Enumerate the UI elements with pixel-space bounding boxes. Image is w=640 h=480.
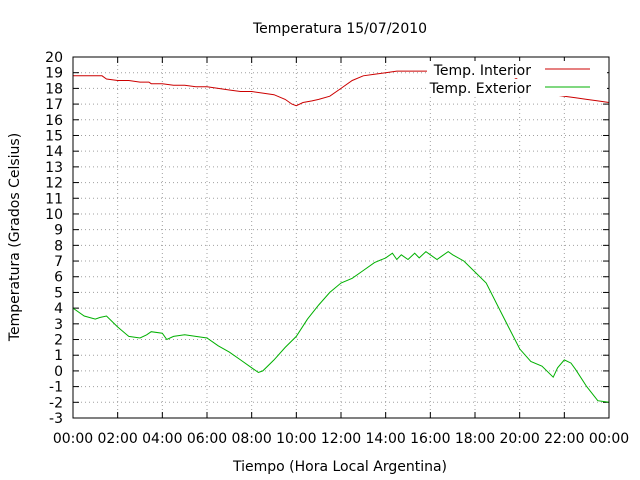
x-axis-label: Tiempo (Hora Local Argentina) [232,459,447,475]
y-tick-label: 19 [45,66,63,82]
x-tick-label: 02:00 [97,431,137,447]
grid-lines [73,57,609,418]
x-tick-label: 16:00 [410,431,450,447]
chart-title: Temperatura 15/07/2010 [252,21,427,37]
y-tick-label: 5 [54,285,63,301]
legend-label: Temp. Interior [433,63,532,79]
plot-frame [72,56,610,419]
x-tick-label: 12:00 [321,431,361,447]
y-tick-label: 8 [54,238,63,254]
series-lines [72,70,610,403]
x-tick-label: 04:00 [142,431,182,447]
y-tick-label: 20 [45,50,63,66]
y-tick-label: 9 [54,223,63,239]
y-tick-label: 11 [45,191,63,207]
y-tick-label: 10 [45,207,63,223]
x-tick-label: 00:00 [589,431,629,447]
y-tick-label: 12 [45,176,63,192]
series-line-0 [73,70,610,107]
y-tick-label: 6 [54,270,63,286]
y-tick-label: 3 [54,317,63,333]
y-axis-label: Temperatura (Grados Celsius) [7,133,23,342]
axis-ticks [72,56,610,419]
x-tick-label: 22:00 [544,431,584,447]
y-tick-label: 14 [45,144,63,160]
y-tick-label: 1 [54,348,63,364]
y-tick-label: -3 [49,411,63,427]
x-tick-labels: 00:00 02:00 04:00 06:00 08:00 10:00 12:00 14:00… [53,431,629,447]
x-tick-label: 18:00 [455,431,495,447]
y-tick-label: -2 [49,395,63,411]
legend: Temp. Interior Temp. Exterior [427,61,607,97]
x-tick-label: 14:00 [365,431,405,447]
y-tick-label: 17 [45,97,63,113]
y-tick-label: 16 [45,113,63,129]
legend-label: Temp. Exterior [429,81,532,97]
legend-background [427,61,607,78]
y-tick-label: 18 [45,81,63,97]
y-tick-label: -1 [49,380,63,396]
y-tick-label: 4 [54,301,63,317]
y-tick-label: 15 [45,128,63,144]
x-tick-label: 20:00 [499,431,539,447]
x-tick-label: 06:00 [187,431,227,447]
x-tick-label: 10:00 [276,431,316,447]
legend-background [427,79,607,96]
series-line-1 [72,250,610,403]
y-tick-label: 0 [54,364,63,380]
y-tick-label: 2 [54,333,63,349]
x-tick-label: 08:00 [231,431,271,447]
y-tick-label: 7 [54,254,63,270]
y-tick-label: 13 [45,160,63,176]
x-tick-label: 00:00 [53,431,93,447]
